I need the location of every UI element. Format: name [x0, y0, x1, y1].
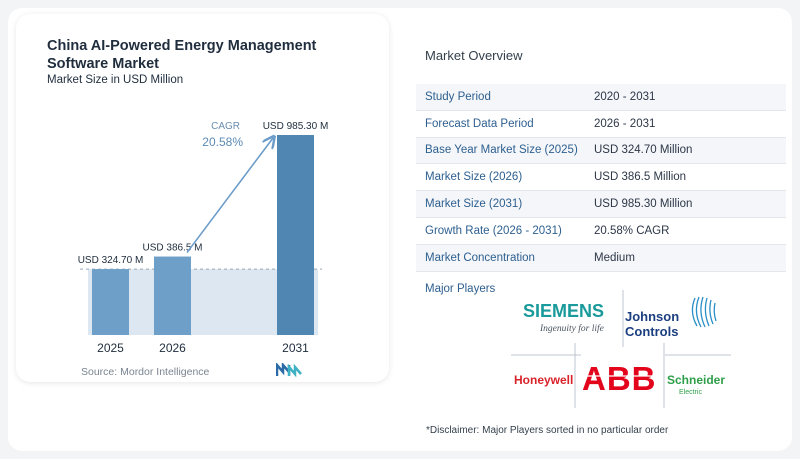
johnson-controls-emblem-icon — [691, 296, 717, 328]
overview-row: Study Period 2020 - 2031 — [416, 84, 786, 111]
schneider-logo-line2: Electric — [679, 389, 702, 396]
overview-value: 2026 - 2031 — [594, 117, 656, 130]
siemens-logo: SIEMENS — [523, 301, 604, 321]
overview-value: USD 386.5 Million — [594, 171, 687, 184]
cagr-label: CAGR — [211, 121, 240, 132]
x-tick-2025: 2025 — [97, 341, 124, 355]
overview-key: Market Size (2031) — [425, 198, 523, 211]
data-label-2031: USD 985.30 M — [263, 121, 329, 132]
overview-row: Market Size (2026) USD 386.5 Million — [416, 164, 786, 192]
overview-value: 20.58% CAGR — [594, 224, 670, 237]
overview-key: Market Concentration — [425, 251, 535, 264]
bar-2031 — [277, 135, 314, 335]
disclaimer: *Disclaimer: Major Players sorted in no … — [426, 425, 669, 436]
overview-row: Base Year Market Size (2025) USD 324.70 … — [416, 137, 786, 165]
honeywell-logo: Honeywell — [514, 373, 573, 387]
chart-subtitle: Market Size in USD Million — [47, 74, 184, 86]
data-label-2025: USD 324.70 M — [78, 255, 144, 266]
chart-source: Source: Mordor Intelligence — [81, 366, 210, 378]
overview-row: Market Size (2031) USD 985.30 Million — [416, 191, 786, 218]
overview-key: Study Period — [425, 90, 491, 103]
overview-value: Medium — [594, 251, 635, 264]
overview-key: Growth Rate (2026 - 2031) — [425, 224, 562, 237]
data-label-2026: USD 386.5 M — [142, 243, 202, 254]
overview-title: Market Overview — [425, 48, 523, 63]
mordor-logo-icon — [276, 363, 302, 377]
overview-value: USD 985.30 Million — [594, 198, 693, 211]
siemens-tagline: Ingenuity for life — [539, 323, 604, 334]
johnson-controls-logo: Johnson — [625, 309, 679, 324]
chart-title: China AI-Powered Energy Management Softw… — [47, 38, 317, 72]
bar-2026 — [154, 256, 191, 335]
overview-key: Forecast Data Period — [425, 117, 534, 130]
overview-row: Market Concentration Medium — [416, 244, 786, 272]
major-players-title: Major Players — [425, 283, 496, 295]
major-players-logos: SIEMENS Ingenuity for life Johnson Contr… — [511, 290, 731, 408]
johnson-controls-logo-line2: Controls — [625, 324, 678, 339]
cagr-arrow — [186, 138, 273, 254]
overview-key: Market Size (2026) — [425, 171, 523, 184]
x-tick-2026: 2026 — [159, 341, 186, 355]
overview-row: Forecast Data Period 2026 - 2031 — [416, 111, 786, 138]
x-tick-2031: 2031 — [282, 341, 309, 355]
overview-value: USD 324.70 Million — [594, 144, 693, 157]
overview-table: Study Period 2020 - 2031 Forecast Data P… — [416, 84, 786, 272]
abb-logo: ABB — [582, 360, 657, 397]
bar-2025 — [92, 269, 129, 335]
overview-value: 2020 - 2031 — [594, 90, 656, 103]
schneider-logo: Schneider — [667, 373, 725, 387]
cagr-value: 20.58% — [202, 135, 243, 149]
overview-row: Growth Rate (2026 - 2031) 20.58% CAGR — [416, 218, 786, 245]
overview-key: Base Year Market Size (2025) — [425, 144, 578, 157]
